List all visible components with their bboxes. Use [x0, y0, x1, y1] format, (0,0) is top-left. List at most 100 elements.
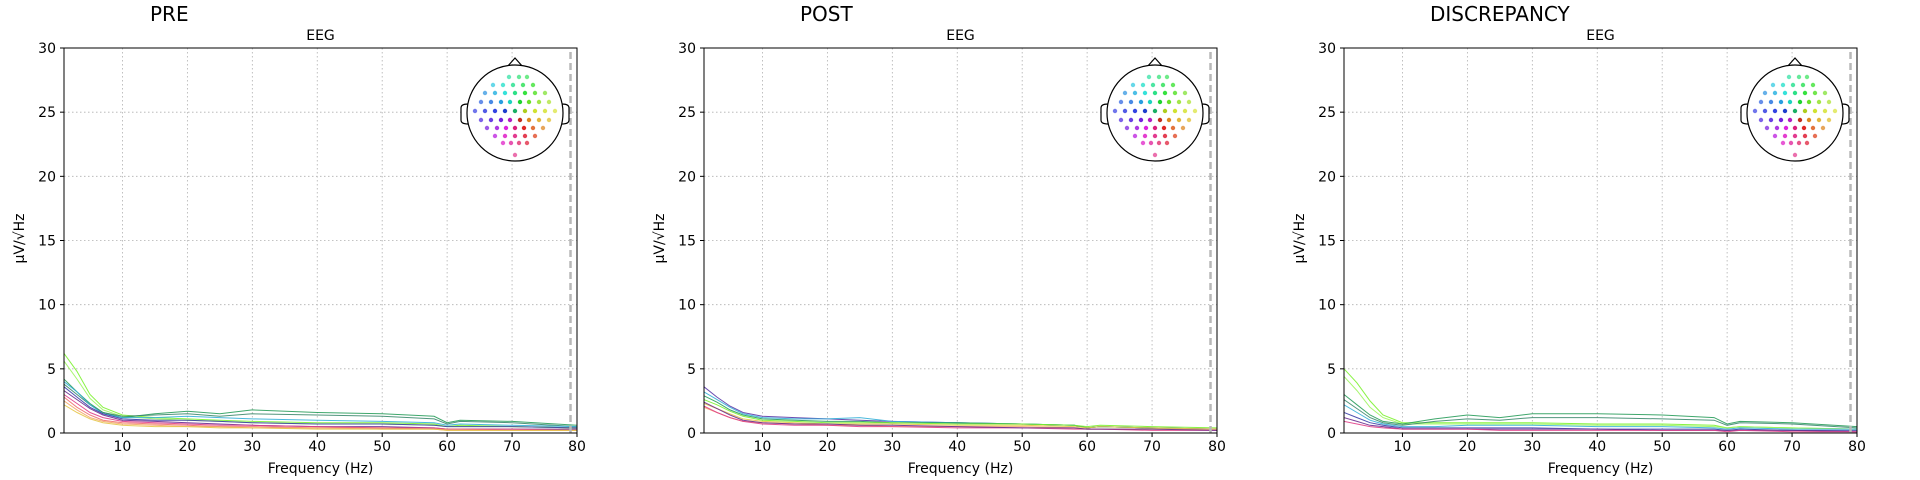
x-axis-label: Frequency (Hz) — [1548, 461, 1654, 477]
y-tick-label: 0 — [1327, 426, 1336, 442]
x-tick-label: 60 — [1078, 439, 1096, 455]
series-group — [64, 353, 577, 431]
sensor-dot — [500, 82, 506, 88]
sensor-dot — [1140, 140, 1146, 146]
sensor-dot — [1792, 152, 1798, 158]
axes-subtitle: EEG — [306, 28, 335, 44]
sensor-head-icon — [1740, 57, 1850, 162]
sensor-dot — [498, 117, 504, 123]
x-tick-label: 80 — [1848, 439, 1866, 455]
x-axis-label: Frequency (Hz) — [268, 461, 374, 477]
y-tick-label: 10 — [38, 298, 56, 314]
x-tick-label: 60 — [1718, 439, 1736, 455]
sensor-dot — [1172, 133, 1178, 139]
sensor-dot — [1804, 74, 1810, 80]
sensor-dot — [542, 108, 548, 114]
series-line — [1344, 368, 1857, 430]
sensor-dot — [522, 133, 528, 139]
series-line — [64, 396, 577, 431]
sensor-dot — [478, 117, 484, 123]
series-line — [64, 383, 577, 428]
sensor-dot — [1774, 125, 1780, 131]
x-tick-label: 40 — [308, 439, 326, 455]
sensor-dot — [492, 133, 498, 139]
y-tick-label: 5 — [687, 362, 696, 378]
sensor-dot — [1146, 74, 1152, 80]
sensor-dot — [1758, 117, 1764, 123]
x-tick-label: 10 — [114, 439, 132, 455]
sensor-dot — [1152, 133, 1158, 139]
series-line — [704, 399, 1217, 429]
sensor-dot — [472, 108, 478, 114]
sensor-dot — [478, 99, 484, 105]
sensor-dot — [502, 133, 508, 139]
sensor-dot — [512, 152, 518, 158]
sensor-dot — [1162, 108, 1168, 114]
sensor-dot — [1782, 108, 1788, 114]
sensor-dot — [1152, 125, 1158, 131]
series-line — [64, 378, 577, 426]
x-tick-label: 30 — [243, 439, 261, 455]
x-tick-label: 70 — [1783, 439, 1801, 455]
sensor-dot — [484, 125, 490, 131]
sensor-dot — [1147, 99, 1153, 105]
sensor-dot — [1783, 125, 1789, 131]
y-axis-label: µV/√Hz — [652, 214, 668, 264]
sensor-dot — [1122, 108, 1128, 114]
sensor-dot — [1778, 99, 1784, 105]
x-tick-label: 80 — [1208, 439, 1226, 455]
sensor-dot — [1772, 133, 1778, 139]
sensor-dot — [1161, 125, 1167, 131]
sensor-dot — [1810, 82, 1816, 88]
sensor-dot — [1787, 99, 1793, 105]
sensor-dot — [1788, 140, 1794, 146]
sensor-dot — [1810, 125, 1816, 131]
sensor-dot — [1128, 99, 1134, 105]
y-axis-label: µV/√Hz — [1292, 214, 1308, 264]
sensor-dot — [530, 125, 536, 131]
sensor-dot — [1782, 133, 1788, 139]
sensor-dot — [1166, 117, 1172, 123]
sensor-dot — [1176, 99, 1182, 105]
sensor-dot — [1148, 140, 1154, 146]
sensor-dot — [1792, 90, 1798, 96]
y-tick-label: 30 — [678, 41, 696, 57]
sensor-dot — [507, 99, 513, 105]
y-tick-label: 10 — [1318, 298, 1336, 314]
sensor-dot — [1796, 140, 1802, 146]
sensor-dot — [498, 99, 504, 105]
sensor-dot — [1170, 125, 1176, 131]
sensor-dot — [508, 140, 514, 146]
sensor-dot — [492, 108, 498, 114]
sensor-dot — [1812, 133, 1818, 139]
sensor-dot — [521, 125, 527, 131]
sensor-dot — [512, 108, 518, 114]
sensor-dot — [488, 117, 494, 123]
sensor-dot — [1118, 117, 1124, 123]
sensor-dot — [1132, 133, 1138, 139]
x-tick-label: 70 — [1143, 439, 1161, 455]
sensor-dot — [1770, 82, 1776, 88]
y-tick-label: 20 — [678, 169, 696, 185]
series-line — [64, 386, 577, 429]
plot-discrepancy: EEG 10 20 30 40 50 60 70 80 0 5 10 15 20 25 30 Frequency… — [1292, 28, 1866, 477]
sensor-dot — [1142, 90, 1148, 96]
panel-pre: PRE EEG 10 20 30 40 50 60 70 80 0 5 10 15 20 25 30 Frequ… — [0, 0, 640, 480]
sensor-dot — [1180, 125, 1186, 131]
sensor-dot — [1780, 82, 1786, 88]
sensor-dot — [1782, 90, 1788, 96]
y-tick-label: 15 — [678, 234, 696, 250]
y-tick-label: 15 — [1318, 234, 1336, 250]
series-line — [704, 403, 1217, 430]
sensor-dot — [1790, 82, 1796, 88]
x-axis-label: Frequency (Hz) — [908, 461, 1014, 477]
x-tick-label: 50 — [373, 439, 391, 455]
sensor-dot — [1152, 152, 1158, 158]
sensor-dot — [1780, 140, 1786, 146]
sensor-dot — [1816, 99, 1822, 105]
sensor-dot — [1804, 140, 1810, 146]
sensor-dot — [502, 90, 508, 96]
sensor-dot — [517, 99, 523, 105]
y-tick-label: 5 — [1327, 362, 1336, 378]
sensor-dot — [542, 90, 548, 96]
